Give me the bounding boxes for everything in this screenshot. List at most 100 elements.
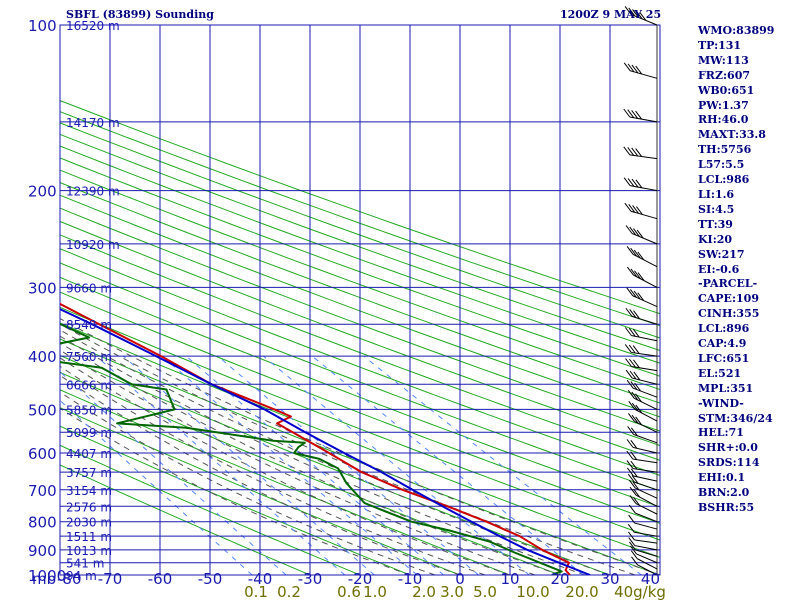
stat-item: FRZ:607 bbox=[698, 69, 774, 84]
wind-barb bbox=[632, 234, 657, 244]
stat-item: LI:1.6 bbox=[698, 188, 774, 203]
stat-item: TH:5756 bbox=[698, 143, 774, 158]
mixing-ratio-label: 5.0 bbox=[473, 583, 497, 600]
wind-barb bbox=[635, 513, 657, 522]
height-label: 12390 m bbox=[66, 185, 120, 199]
stat-item: MW:113 bbox=[698, 54, 774, 69]
wind-barb-feather bbox=[624, 178, 630, 186]
wind-barb-feather bbox=[631, 461, 637, 469]
stat-item: SHR+:0.0 bbox=[698, 441, 774, 456]
stat-item: STM:346/24 bbox=[698, 412, 774, 427]
wind-barb-feather bbox=[627, 451, 633, 459]
stat-item: -PARCEL- bbox=[698, 277, 774, 292]
pressure-tick-label: 100 bbox=[28, 17, 57, 35]
height-label: 2576 m bbox=[66, 500, 112, 514]
stat-item: EHI:0.1 bbox=[698, 471, 774, 486]
wind-barb bbox=[630, 71, 657, 79]
stat-item: TP:131 bbox=[698, 39, 774, 54]
wind-barb bbox=[630, 155, 657, 159]
pressure-tick-label: 700 bbox=[28, 482, 57, 500]
stat-item: BRN:2.0 bbox=[698, 486, 774, 501]
wind-barb bbox=[631, 211, 657, 218]
stat-item: BSHR:55 bbox=[698, 501, 774, 516]
height-label: 7560 m bbox=[66, 350, 112, 364]
temperature-tick-label: -30 bbox=[298, 570, 323, 588]
temperature-tick-label: -60 bbox=[148, 570, 173, 588]
height-label: 1511 m bbox=[66, 530, 112, 544]
stat-item: WMO:83899 bbox=[698, 24, 774, 39]
temperature-tick-label: -70 bbox=[98, 570, 123, 588]
stat-item: CAP:4.9 bbox=[698, 337, 774, 352]
height-label: 5850 m bbox=[66, 403, 112, 417]
height-label: 10920 m bbox=[66, 238, 120, 252]
stat-item: SI:4.5 bbox=[698, 203, 774, 218]
wind-barb bbox=[633, 254, 657, 266]
wind-barb bbox=[635, 523, 657, 529]
moist-adiabat-line bbox=[0, 191, 410, 575]
height-label: 2030 m bbox=[66, 516, 112, 530]
stat-item: SRDS:114 bbox=[698, 456, 774, 471]
stat-item: LCL:986 bbox=[698, 173, 774, 188]
stat-item: WB0:651 bbox=[698, 84, 774, 99]
pressure-tick-label: 500 bbox=[28, 401, 57, 419]
height-label: 14170 m bbox=[66, 116, 120, 130]
wind-barb bbox=[630, 186, 657, 191]
mixing-ratio-label: 0.2 bbox=[277, 583, 301, 600]
wind-barb-feather bbox=[628, 178, 634, 186]
wind-barb-feather bbox=[628, 524, 634, 532]
wind-barb-feather bbox=[628, 426, 634, 434]
mixing-ratio-label: 2.0 bbox=[412, 583, 436, 600]
stat-item: TT:39 bbox=[698, 218, 774, 233]
stat-item: MPL:351 bbox=[698, 382, 774, 397]
mixing-ratio-label: 40g/kg bbox=[614, 583, 666, 600]
stat-item: EI:-0.6 bbox=[698, 263, 774, 278]
height-label: 3757 m bbox=[66, 466, 112, 480]
height-label: 1013 m bbox=[66, 544, 112, 558]
wind-barb-feather bbox=[624, 63, 630, 71]
temperature-tick-label: -80 bbox=[57, 570, 82, 588]
wind-barb-feather bbox=[627, 439, 633, 447]
mixing-ratio-label: 10.0 bbox=[516, 583, 549, 600]
wind-barb bbox=[634, 540, 657, 543]
stat-item: -WIND- bbox=[698, 397, 774, 412]
sounding-time: 1200Z 9 MAY 25 bbox=[560, 9, 661, 21]
wind-barb bbox=[634, 532, 657, 536]
height-label: 16520 m bbox=[66, 19, 120, 33]
pressure-tick-label: 400 bbox=[28, 348, 57, 366]
height-label: 3154 m bbox=[66, 484, 112, 498]
wind-barb-feather bbox=[625, 344, 631, 352]
pressure-tick-label: 600 bbox=[28, 445, 57, 463]
temperature-tick-label: -50 bbox=[198, 570, 223, 588]
wind-barb-feather bbox=[624, 109, 630, 117]
mixing-ratio-label: 3.0 bbox=[440, 583, 464, 600]
dry-adiabat-line bbox=[0, 25, 410, 575]
wind-barb-feather bbox=[626, 370, 632, 378]
height-label: 9660 m bbox=[66, 281, 112, 295]
pressure-tick-label: 900 bbox=[28, 542, 57, 560]
mixing-ratio-label: 0.6 bbox=[337, 583, 361, 600]
stat-item: L57:5.5 bbox=[698, 158, 774, 173]
mixing-ratio-label: 20.0 bbox=[565, 583, 598, 600]
stat-item: CINH:355 bbox=[698, 307, 774, 322]
height-label: 4407 m bbox=[66, 447, 112, 461]
height-label: 6666 m bbox=[66, 378, 112, 392]
stat-item: LCL:896 bbox=[698, 322, 774, 337]
mixing-ratio-line bbox=[364, 356, 642, 575]
stat-item: LFC:651 bbox=[698, 352, 774, 367]
stats-panel: WMO:83899 TP:131 MW:113 FRZ:607 WB0:651 PW:1.… bbox=[698, 24, 774, 516]
stat-item: HEL:71 bbox=[698, 426, 774, 441]
mixing-ratio-label: 0.1 bbox=[244, 583, 268, 600]
mixing-ratio-label: 1.0 bbox=[363, 583, 387, 600]
stat-item: RH:46.0 bbox=[698, 113, 774, 128]
stat-item: PW:1.37 bbox=[698, 99, 774, 114]
stat-item: SW:217 bbox=[698, 248, 774, 263]
pressure-tick-label: 800 bbox=[28, 514, 57, 532]
wind-barb-feather bbox=[628, 110, 634, 118]
height-label: 8548 m bbox=[66, 318, 112, 332]
chart-title: SBFL (83899) Sounding bbox=[66, 9, 214, 21]
stat-item: MAXT:33.8 bbox=[698, 128, 774, 143]
wind-barb bbox=[630, 117, 657, 122]
wind-barb-feather bbox=[625, 203, 631, 211]
pressure-tick-label: 200 bbox=[28, 183, 57, 201]
